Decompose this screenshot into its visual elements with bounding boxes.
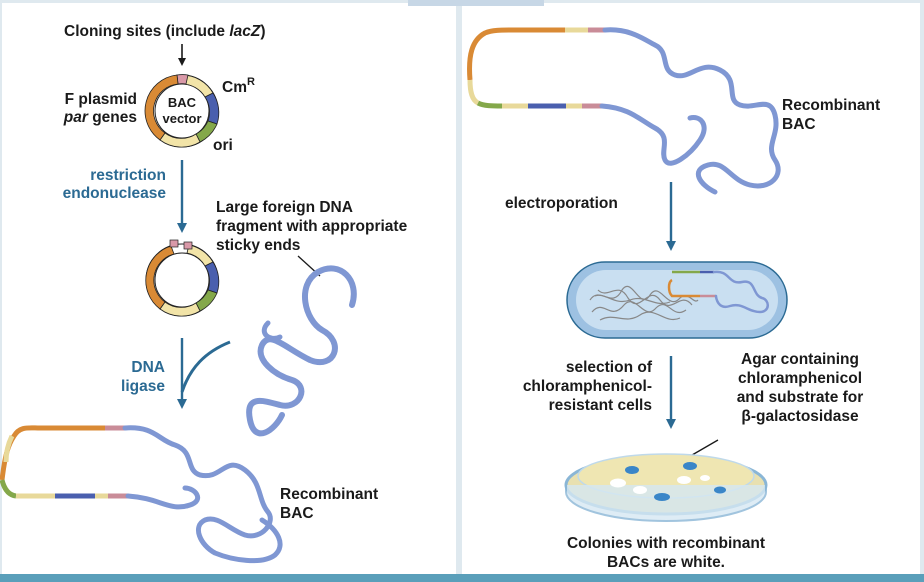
foreign-dna-fragment xyxy=(246,265,357,437)
restriction-label-line1: restriction xyxy=(90,167,166,184)
foreign-dna-label-line3: sticky ends xyxy=(216,237,300,254)
restriction-label-line2: endonuclease xyxy=(63,185,167,202)
blue-colony xyxy=(625,466,639,474)
bac-label: BAC xyxy=(168,95,197,110)
dna-ligase-label-line1: DNA xyxy=(131,359,165,376)
foreign-dna-label-line1: Large foreign DNA xyxy=(216,199,353,216)
ligase-curve xyxy=(180,340,231,393)
colonies-label-line1: Colonies with recombinant xyxy=(567,535,765,552)
electroporation-label: electroporation xyxy=(505,195,618,212)
left-recombinant-label-line1: Recombinant xyxy=(280,486,378,503)
vector-label: vector xyxy=(162,111,201,126)
cmr-label: CmR xyxy=(222,76,255,96)
left-panel xyxy=(2,3,456,575)
agar-label-line2: chloramphenicol xyxy=(738,370,862,387)
white-colony xyxy=(700,475,710,481)
colonies-label-line2: BACs are white. xyxy=(607,554,725,571)
dna-ligase-label-line2: ligase xyxy=(121,378,165,395)
bac-vector-plasmid xyxy=(144,74,220,148)
agar-label-line3: and substrate for xyxy=(737,389,864,406)
selection-label-line3: resistant cells xyxy=(549,397,652,414)
blue-colony xyxy=(683,462,697,470)
right-recombinant-bac xyxy=(467,27,781,195)
selection-label-line2: chloramphenicol- xyxy=(523,378,652,395)
blue-colony xyxy=(654,493,670,501)
right-recombinant-label-line1: Recombinant xyxy=(782,97,880,114)
f-plasmid-label: F plasmid xyxy=(65,91,137,108)
left-recombinant-label-line2: BAC xyxy=(280,505,314,522)
foreign-dna-label-line2: fragment with appropriate xyxy=(216,218,408,235)
white-colony xyxy=(677,476,691,484)
right-recombinant-label-line2: BAC xyxy=(782,116,816,133)
white-colony xyxy=(633,486,647,494)
left-recombinant-bac xyxy=(0,425,283,564)
foreign-dna-end xyxy=(261,320,283,341)
bacterial-cell xyxy=(566,261,788,339)
par-genes-label: par genes xyxy=(63,109,137,126)
bottom-strip xyxy=(0,574,924,582)
agar-label-line4: β-galactosidase xyxy=(741,408,859,425)
petri-dish xyxy=(564,453,768,522)
ori-label: ori xyxy=(213,137,233,154)
agar-label-line1: Agar containing xyxy=(741,351,859,368)
cloning-sites-label: Cloning sites (include lacZ) xyxy=(64,23,266,40)
cut-plasmid xyxy=(145,239,220,317)
white-colony xyxy=(610,478,626,488)
top-tab-strip xyxy=(408,0,544,6)
selection-label-line1: selection of xyxy=(566,359,653,376)
blue-colony xyxy=(714,486,726,494)
